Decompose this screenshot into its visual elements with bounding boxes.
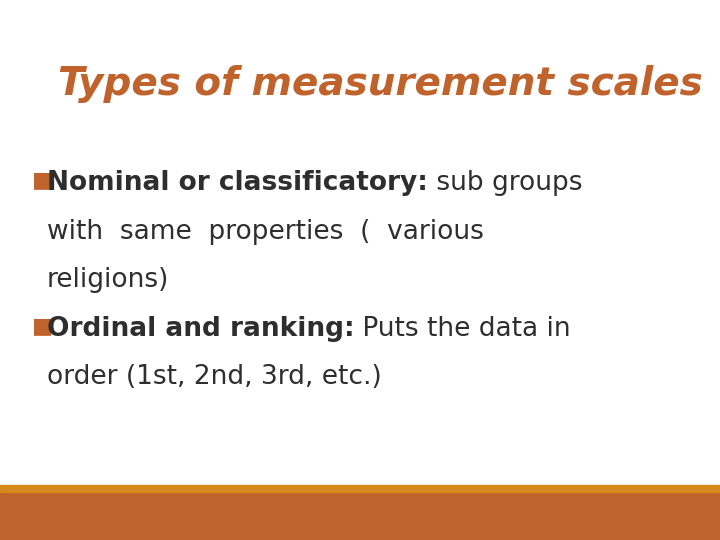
Text: Nominal or classificatory:: Nominal or classificatory: [47,170,428,196]
Bar [0,491,720,540]
Text: with  same  properties  (  various: with same properties ( various [47,219,484,245]
Text: order (1st, 2nd, 3rd, etc.): order (1st, 2nd, 3rd, etc.) [47,364,382,390]
Text: Types of measurement scales: Types of measurement scales [58,65,702,103]
Text: ■: ■ [32,170,53,190]
Text: religions): religions) [47,267,169,293]
Text: ■: ■ [32,316,53,336]
Text: Puts the data in: Puts the data in [354,316,571,342]
Bar [0,485,720,492]
Text: Ordinal and ranking:: Ordinal and ranking: [47,316,354,342]
Text: sub groups: sub groups [428,170,582,196]
